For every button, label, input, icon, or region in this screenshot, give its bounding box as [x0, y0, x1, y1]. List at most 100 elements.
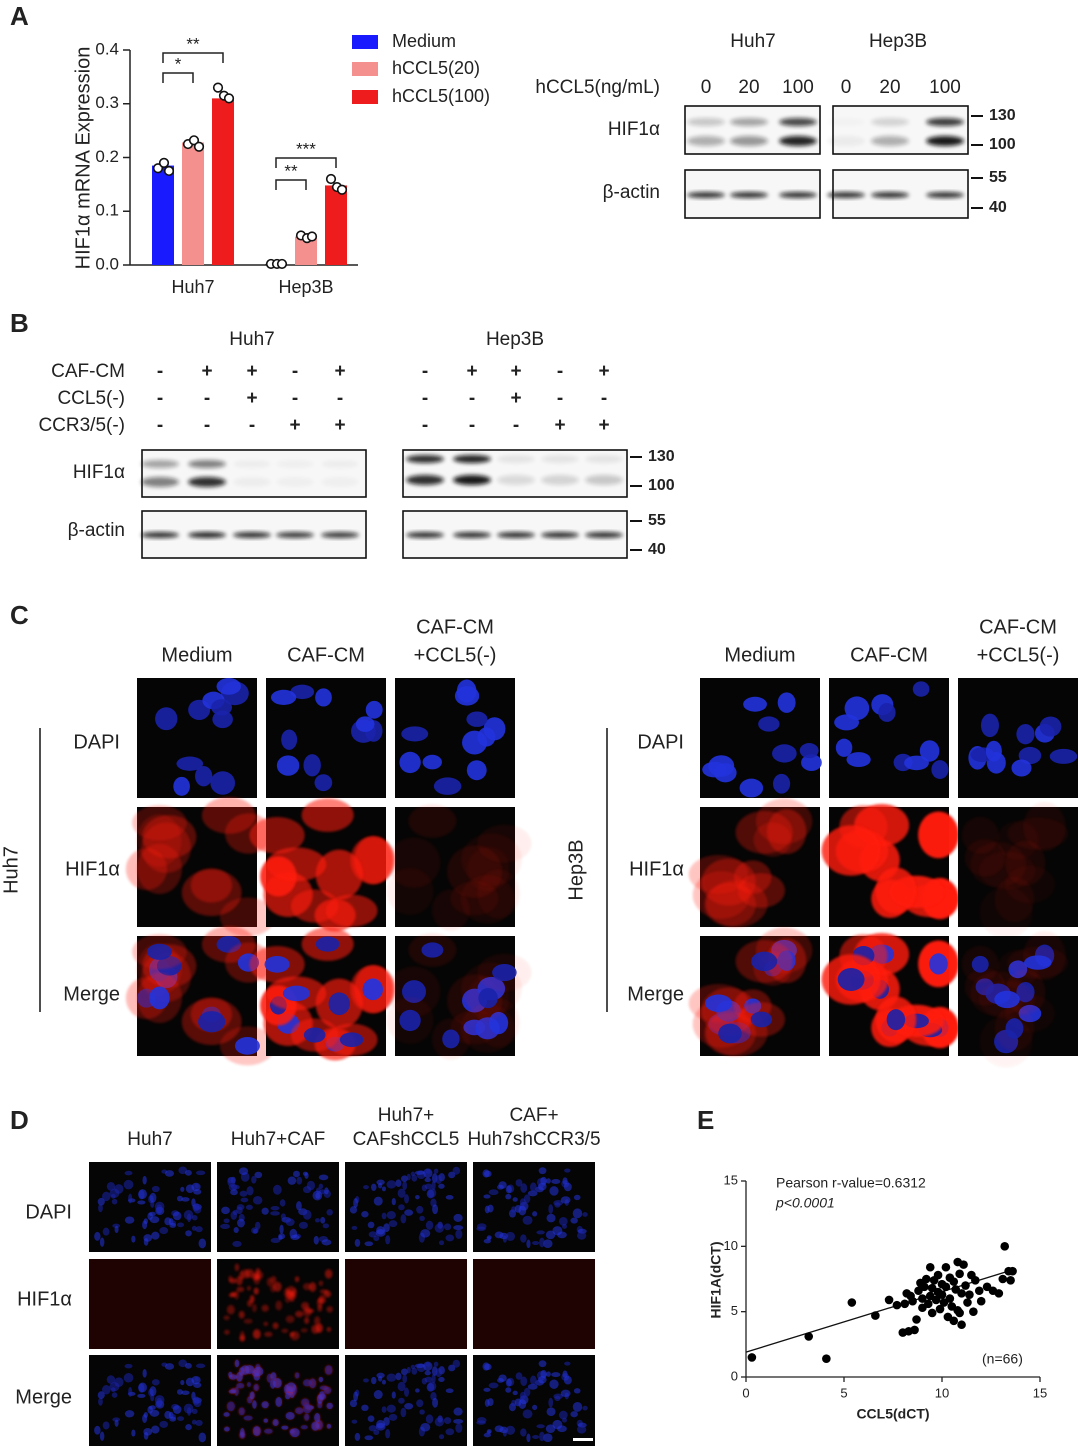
nucleus: [292, 1170, 300, 1178]
nucleus: [183, 1209, 194, 1220]
nucleus: [254, 1221, 261, 1230]
cytoplasm-signal: [386, 867, 434, 915]
micrograph-content: [249, 927, 396, 1061]
cytoplasm-signal: [326, 1306, 333, 1313]
nucleus: [546, 1407, 556, 1417]
blot-band: [141, 477, 179, 487]
nucleus: [554, 1202, 561, 1208]
scatter-point: [969, 1307, 978, 1316]
nucleus: [154, 1395, 165, 1405]
y-axis-title: HIF1α mRNA Expression: [72, 47, 94, 270]
nucleus: [549, 1379, 559, 1389]
nucleus: [835, 738, 853, 757]
y-tick-label: 0.2: [95, 147, 119, 166]
nucleus: [552, 1226, 563, 1236]
blot-band: [497, 455, 535, 463]
x-tick-label: Huh7: [171, 277, 214, 297]
legend-swatch: [352, 90, 378, 104]
x-tick-label: 5: [840, 1385, 847, 1400]
condition-sign: -: [204, 388, 210, 409]
nucleus: [540, 1176, 547, 1185]
blot-band: [497, 475, 535, 485]
nucleus: [400, 1368, 408, 1376]
significance-bracket: [275, 157, 337, 168]
cytoplasm-signal: [918, 811, 959, 859]
nucleus: [404, 1387, 410, 1397]
scatter-point: [908, 1296, 917, 1306]
annotation: p<0.0001: [775, 1195, 835, 1211]
nucleus: [198, 1011, 226, 1033]
nucleus: [453, 1213, 463, 1222]
scatter-point: [971, 1276, 980, 1285]
nucleus: [476, 1226, 486, 1232]
nucleus: [169, 1416, 177, 1422]
nucleus: [536, 1230, 545, 1235]
nucleus: [425, 1362, 431, 1367]
nucleus: [279, 1199, 286, 1207]
nucleus: [131, 1235, 136, 1243]
blot-band: [585, 532, 623, 538]
replicate-point: [276, 258, 288, 270]
marker-label: 40: [989, 199, 1007, 216]
cytoplasm-signal: [315, 849, 363, 900]
nucleus: [527, 1383, 538, 1390]
nucleus: [194, 1183, 199, 1189]
nucleus: [416, 1205, 424, 1214]
blot-band: [687, 192, 725, 198]
nucleus: [253, 1366, 264, 1377]
nucleus: [143, 1218, 148, 1225]
nucleus: [562, 1177, 568, 1185]
background-signal: [89, 1259, 211, 1349]
nucleus: [520, 1183, 528, 1193]
scatter-point: [957, 1320, 966, 1330]
nucleus: [540, 1370, 547, 1378]
nucleus: [425, 1414, 434, 1424]
marker-label: 55: [989, 169, 1007, 186]
marker-label: 130: [648, 448, 675, 465]
nucleus: [354, 1432, 361, 1441]
nucleus: [164, 1410, 172, 1419]
nucleus: [102, 1384, 111, 1395]
cytoplasm-signal: [286, 1285, 296, 1296]
nucleus: [971, 955, 989, 973]
nucleus: [539, 1431, 545, 1442]
panel-label: A: [10, 1, 29, 31]
scatter-point: [963, 1298, 972, 1307]
nucleus: [538, 1360, 547, 1368]
cytoplasm-signal: [243, 1318, 253, 1324]
legend-label: hCCL5(20): [392, 58, 480, 78]
nucleus: [149, 1192, 157, 1203]
condition-sign: +: [510, 388, 521, 409]
nucleus: [164, 1170, 175, 1177]
nucleus: [570, 1411, 578, 1418]
nucleus: [295, 1407, 304, 1414]
row-label: HIF1α: [17, 1288, 72, 1310]
annotation: Pearson r-value=0.6312: [776, 1175, 926, 1191]
nucleus: [486, 1429, 492, 1434]
nucleus: [739, 778, 764, 798]
nucleus: [398, 1397, 405, 1404]
nucleus: [252, 1400, 257, 1409]
nucleus: [488, 1189, 499, 1196]
cytoplasm-signal: [314, 1316, 321, 1326]
micrograph-content: [702, 692, 822, 798]
nucleus: [149, 1386, 157, 1397]
nucleus: [142, 1369, 147, 1378]
nucleus: [543, 1239, 553, 1249]
nucleus: [532, 1404, 538, 1411]
nucleus: [285, 1412, 295, 1420]
nucleus: [102, 1191, 111, 1202]
cytoplasm-signal: [272, 1322, 279, 1330]
nucleus: [287, 1176, 297, 1185]
nucleus: [538, 1167, 547, 1175]
nucleus: [318, 1376, 324, 1383]
nucleus: [328, 992, 350, 1016]
nucleus: [758, 716, 780, 732]
row-label: HIF1α: [608, 119, 660, 140]
cytoplasm-signal: [821, 825, 881, 876]
background-signal: [345, 1259, 467, 1349]
nucleus: [193, 1382, 202, 1388]
nucleus: [176, 756, 204, 771]
nucleus: [570, 1217, 578, 1224]
nucleus: [99, 1237, 105, 1247]
